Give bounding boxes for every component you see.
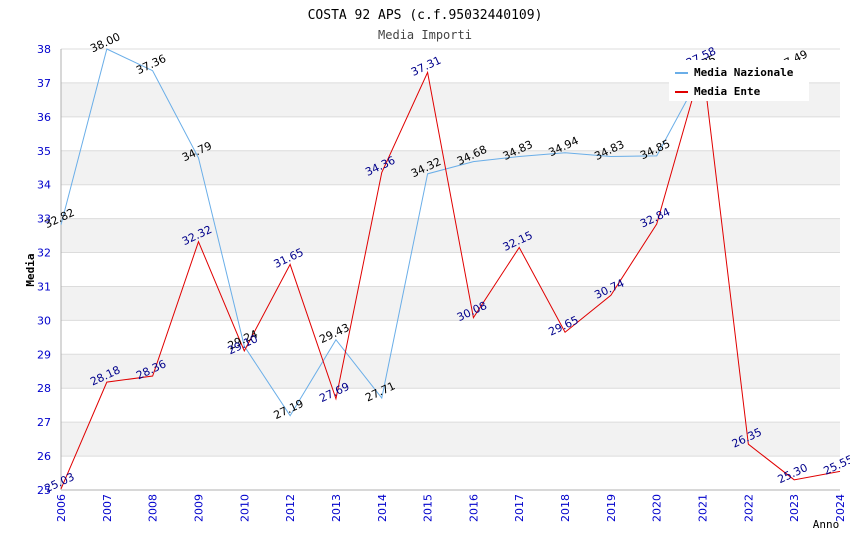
grid-band <box>61 218 840 253</box>
legend-box <box>669 60 809 101</box>
data-label: 38.00 <box>88 30 122 55</box>
x-tick-label: 2009 <box>192 494 205 522</box>
y-tick-label: 37 <box>37 77 51 90</box>
y-axis-label: Media <box>24 253 37 286</box>
x-tick-label: 2014 <box>376 494 389 522</box>
grid-band <box>61 286 840 321</box>
y-tick-label: 28 <box>37 382 51 395</box>
y-tick-label: 34 <box>37 179 51 192</box>
data-label: 25.03 <box>42 470 76 495</box>
y-tick-label: 30 <box>37 314 51 327</box>
y-tick-label: 38 <box>37 43 51 56</box>
x-tick-label: 2013 <box>330 494 343 522</box>
axes <box>60 49 840 491</box>
grid-bands <box>61 48 840 491</box>
data-label: 27.19 <box>272 397 306 422</box>
data-label: 37.36 <box>134 52 168 77</box>
y-tick-label: 33 <box>37 213 51 226</box>
x-axis-label: Anno <box>813 518 840 531</box>
x-tick-label: 2016 <box>467 494 480 522</box>
legend-entry: Media Ente <box>694 85 761 98</box>
y-tick-label: 35 <box>37 145 51 158</box>
series-line-media-ente <box>60 63 841 490</box>
x-tick-label: 2020 <box>651 494 664 522</box>
x-tick-label: 2021 <box>697 494 710 522</box>
x-tick-label: 2024 <box>834 494 847 522</box>
series-line-media-nazionale <box>60 48 703 417</box>
grid-band <box>61 354 840 389</box>
legend: Media Nazionale Media Ente <box>669 60 809 101</box>
chart-subtitle: Media Importi <box>378 28 472 42</box>
chart-title: COSTA 92 APS (c.f.95032440109) <box>308 8 543 23</box>
y-tick-label: 26 <box>37 450 51 463</box>
data-label: 25.30 <box>776 461 810 486</box>
x-tick-label: 2022 <box>742 494 755 522</box>
grid-band <box>61 422 840 457</box>
series-group <box>60 48 841 490</box>
x-tick-label: 2012 <box>284 494 297 522</box>
x-tick-label: 2008 <box>147 494 160 522</box>
legend-entry: Media Nazionale <box>694 66 794 79</box>
x-tick-label: 2007 <box>101 494 114 522</box>
y-tick-labels: 25 26 27 28 29 30 31 32 33 34 35 36 37 38 <box>37 43 51 497</box>
x-tick-label: 2015 <box>422 494 435 522</box>
y-tick-label: 32 <box>37 247 51 260</box>
y-tick-label: 29 <box>37 348 51 361</box>
x-tick-label: 2018 <box>559 494 572 522</box>
x-tick-label: 2006 <box>55 494 68 522</box>
x-tick-labels: 2006 2007 2008 2009 2010 2012 2013 2014 2015 2016… <box>55 494 847 522</box>
x-tick-label: 2010 <box>238 494 251 522</box>
x-tick-label: 2023 <box>788 494 801 522</box>
x-tick-label: 2019 <box>605 494 618 522</box>
y-tick-label: 25 <box>37 484 51 497</box>
y-tick-label: 27 <box>37 416 51 429</box>
x-tick-label: 2017 <box>513 494 526 522</box>
y-tick-label: 36 <box>37 111 51 124</box>
y-tick-label: 31 <box>37 280 51 293</box>
